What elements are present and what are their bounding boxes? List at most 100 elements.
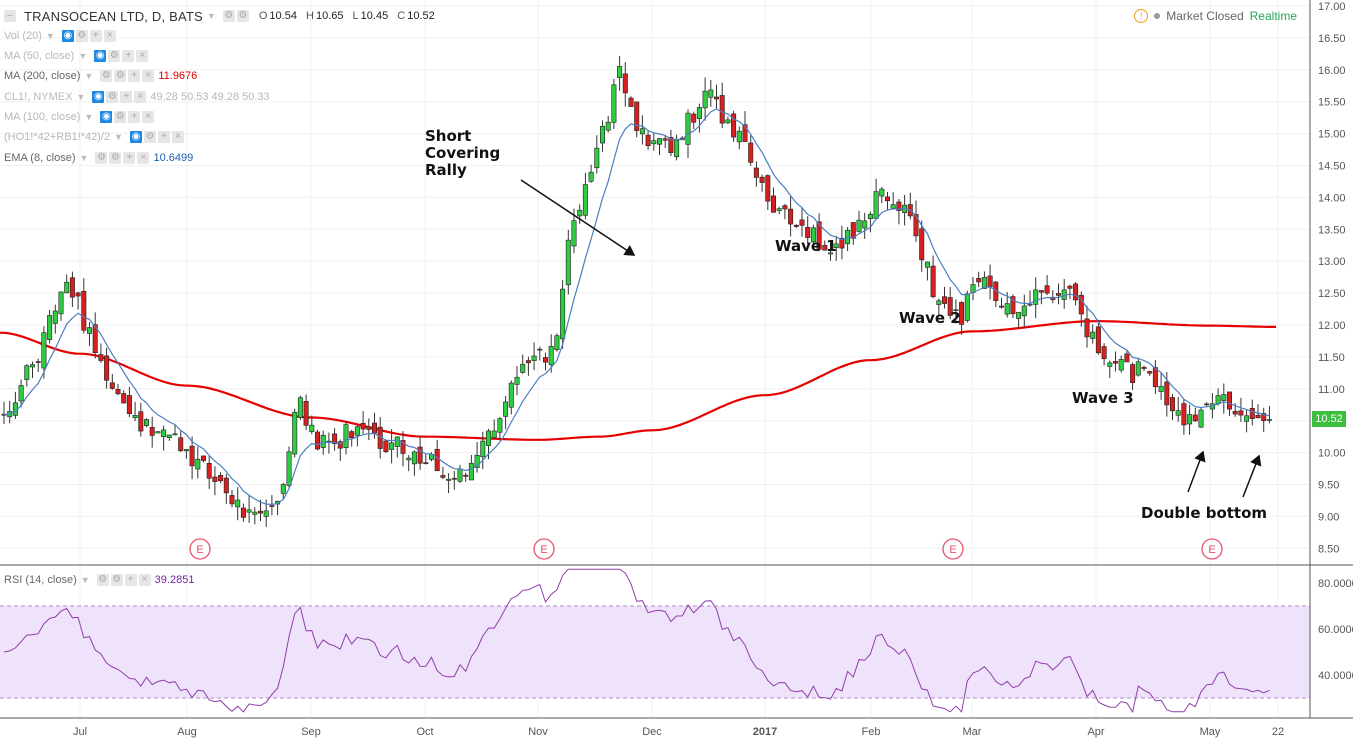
rsi-band [0, 606, 1310, 698]
candle-body [75, 292, 81, 297]
candle-body [223, 477, 229, 494]
candle-body [1187, 414, 1193, 425]
chevron-down-icon[interactable]: ▼ [84, 112, 94, 122]
time-tick-label: Nov [528, 726, 548, 738]
candle-body [565, 239, 571, 286]
candle-body [292, 411, 298, 455]
candle-body [748, 142, 754, 163]
candles [1, 56, 1272, 527]
price-tick-label: 12.00 [1318, 320, 1346, 332]
annotation-wave1: Wave 1 [775, 237, 837, 255]
candle-body [884, 196, 890, 202]
earnings-marker-circle [533, 538, 555, 560]
price-tick-label: 12.50 [1318, 288, 1346, 300]
time-tick-label: Sep [301, 726, 321, 738]
earnings-marker-label: E [196, 544, 203, 556]
indicator-label: MA (50, close) [4, 50, 75, 62]
annotation-wave3: Wave 3 [1072, 389, 1134, 407]
collapse-icon[interactable]: – [4, 10, 16, 22]
candle-body [451, 477, 457, 480]
annotation-double-bottom: Double bottom [1141, 504, 1268, 522]
indicator-ma100[interactable]: MA (100, close) ▼ ◉ ⚙ + × [4, 109, 155, 125]
chevron-down-icon[interactable]: ▼ [78, 51, 88, 61]
candle-body [1164, 381, 1170, 406]
candle-body [92, 324, 98, 353]
indicator-rsi[interactable]: RSI (14, close) ▼ ⚙ ⚙ + × 39.2851 [4, 572, 194, 588]
candle-body [776, 208, 782, 211]
series-controls[interactable]: ⚙ ⚙ [222, 10, 249, 22]
indicator-vol[interactable]: Vol (20) ▼ ◉ ⚙ + × [4, 28, 116, 44]
candle-body [930, 265, 936, 298]
candle-body [736, 130, 742, 143]
candle-body [189, 445, 195, 467]
candle-body [47, 315, 53, 340]
candle-body [793, 224, 799, 227]
indicator-crack[interactable]: (HO1!*42+RB1!*42)/2 ▼ ◉ ⚙ + × [4, 129, 185, 145]
candle-body [577, 209, 583, 217]
time-tick-label: Jul [73, 726, 87, 738]
candle-body [354, 426, 360, 436]
candle-body [998, 305, 1004, 308]
chevron-down-icon[interactable]: ▼ [84, 71, 94, 81]
time-tick-label: Dec [642, 726, 662, 738]
candle-body [64, 281, 70, 294]
candle-body [206, 462, 212, 479]
candle-body [890, 204, 896, 209]
candle-body [149, 426, 155, 436]
candle-body [611, 84, 617, 123]
candle-body [634, 101, 640, 131]
candle-body [913, 214, 919, 237]
candle-body [218, 475, 224, 482]
candle-body [588, 171, 594, 182]
candle-body [1021, 305, 1027, 317]
market-status: ! Market Closed Realtime [1134, 9, 1297, 23]
indicator-ma200[interactable]: MA (200, close) ▼ ⚙ ⚙ + × 11.9676 [4, 68, 197, 84]
indicator-ema8[interactable]: EMA (8, close) ▼ ⚙ ⚙ + × 10.6499 [4, 150, 193, 166]
price-tick-label: 9.00 [1318, 511, 1339, 523]
indicator-controls[interactable]: ⚙ ⚙ + × [95, 152, 150, 164]
chevron-down-icon[interactable]: ▼ [79, 153, 89, 163]
indicator-label: CL1!, NYMEX [4, 91, 73, 103]
candle-body [719, 95, 725, 124]
chevron-down-icon[interactable]: ▼ [206, 11, 216, 21]
indicator-controls[interactable]: ◉ ⚙ + × [94, 50, 149, 62]
annotation-arrow [1187, 450, 1206, 493]
candle-body [799, 219, 805, 226]
candle-body [514, 376, 520, 385]
candle-body [639, 128, 645, 135]
chevron-down-icon[interactable]: ▼ [114, 132, 124, 142]
candle-body [183, 449, 189, 452]
candle-body [314, 431, 320, 450]
ma200-line [0, 320, 1276, 441]
symbol-title[interactable]: TRANSOCEAN LTD, D, BATS [24, 8, 203, 24]
indicator-controls[interactable]: ◉ ⚙ + × [100, 111, 155, 123]
indicator-controls[interactable]: ◉ ⚙ + × [61, 30, 116, 42]
indicator-cl1[interactable]: CL1!, NYMEX ▼ ◉ ⚙ + × 49.28 50.53 49.28 50.3… [4, 89, 270, 105]
indicator-ma50[interactable]: MA (50, close) ▼ ◉ ⚙ + × [4, 48, 149, 64]
candle-body [1084, 318, 1090, 338]
realtime-label[interactable]: Realtime [1249, 9, 1297, 23]
candle-body [1113, 361, 1119, 364]
candle-body [1033, 289, 1039, 305]
warning-icon[interactable]: ! [1134, 9, 1149, 23]
indicator-controls[interactable]: ⚙ ⚙ + × [96, 574, 151, 586]
earnings-marker-label: E [1208, 544, 1215, 556]
candle-body [542, 357, 548, 363]
chevron-down-icon[interactable]: ▼ [80, 575, 90, 585]
price-tick-label: 16.50 [1318, 33, 1346, 45]
chevron-down-icon[interactable]: ▼ [76, 92, 86, 102]
price-tick-label: 9.50 [1318, 480, 1339, 492]
indicator-controls[interactable]: ◉ ⚙ + × [130, 131, 185, 143]
annotation-line: Covering [425, 144, 501, 162]
indicator-controls[interactable]: ⚙ ⚙ + × [100, 70, 155, 82]
indicator-controls[interactable]: ◉ ⚙ + × [92, 91, 147, 103]
rsi-tick-label: 40.0000 [1318, 670, 1353, 682]
candle-body [394, 436, 400, 447]
candle-body [827, 252, 833, 255]
earnings-marker-circle [1201, 538, 1223, 560]
chevron-down-icon[interactable]: ▼ [45, 31, 55, 41]
candle-body [919, 228, 925, 261]
candle-body [1067, 285, 1073, 289]
candle-body [816, 221, 822, 250]
